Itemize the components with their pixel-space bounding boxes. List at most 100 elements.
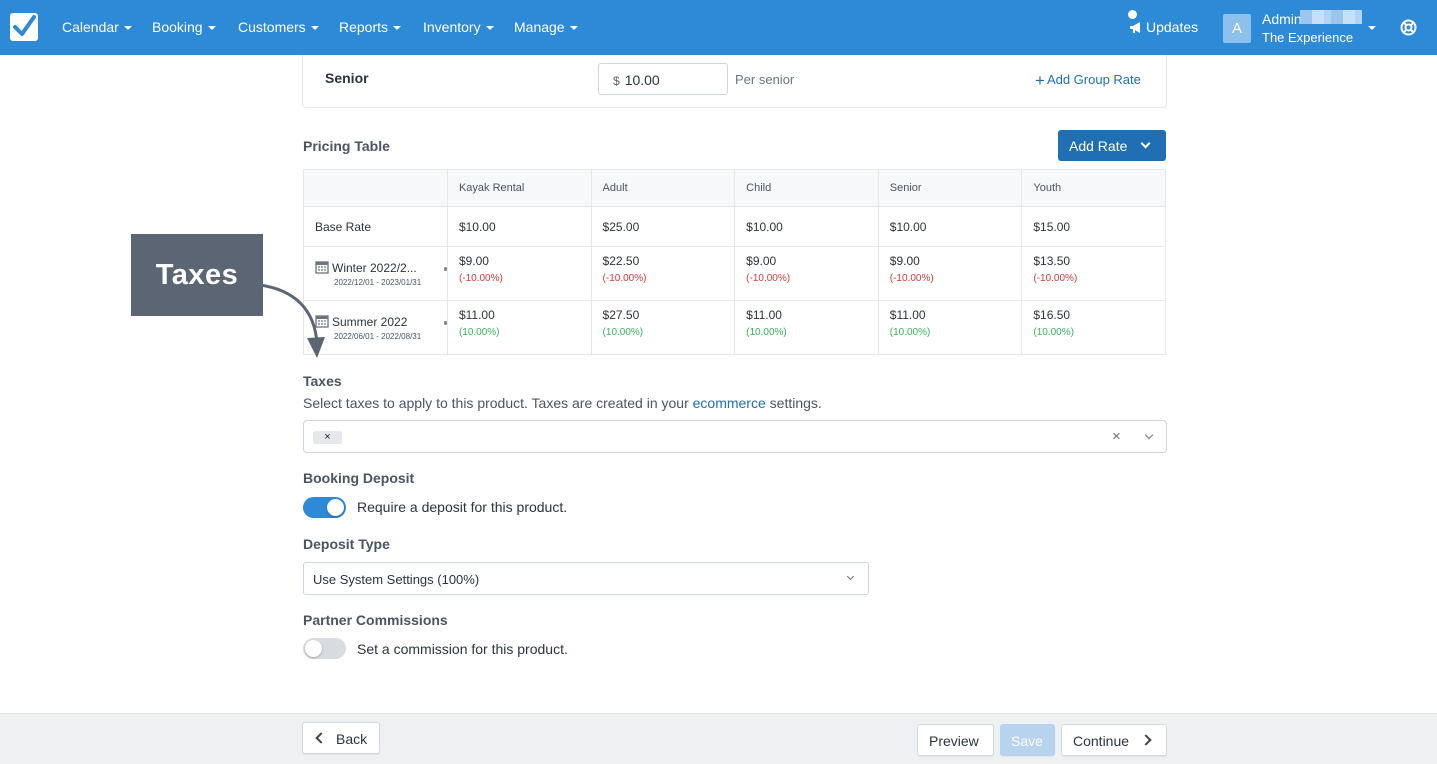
drag-handle-icon[interactable] bbox=[443, 321, 447, 325]
commission-toggle[interactable] bbox=[303, 638, 346, 659]
pricing-table-header: Kayak Rental Adult Child Senior Youth bbox=[303, 169, 1166, 207]
price-cell: $11.00 (10.00%) bbox=[878, 300, 1023, 355]
booking-deposit-title: Booking Deposit bbox=[303, 470, 415, 486]
deposit-type-select[interactable]: Use System Settings (100%) bbox=[303, 562, 869, 595]
footer-bar: Back Preview Save Continue bbox=[0, 713, 1437, 764]
redacted-name bbox=[1300, 10, 1362, 24]
season-cell[interactable]: Summer 2022 2022/06/01 - 2022/08/31 bbox=[303, 300, 448, 355]
add-rate-label: Add Rate bbox=[1069, 138, 1128, 154]
caret-down-icon bbox=[207, 26, 216, 30]
help-lifebuoy-icon[interactable] bbox=[1400, 19, 1417, 41]
caret-down-icon bbox=[310, 26, 319, 30]
price-value: $27.50 bbox=[602, 308, 640, 322]
price-adjustment: (10.00%) bbox=[746, 327, 787, 338]
back-button[interactable]: Back bbox=[302, 722, 380, 754]
per-senior-unit: Per senior bbox=[735, 72, 795, 87]
price-cell: $27.50 (10.00%) bbox=[591, 300, 736, 355]
ecommerce-link[interactable]: ecommerce bbox=[692, 395, 766, 411]
season-cell[interactable]: Winter 2022/2... 2022/12/01 - 2023/01/31 bbox=[303, 246, 448, 301]
toggle-knob bbox=[327, 499, 344, 516]
price-cell: $13.50 (-10.00%) bbox=[1021, 246, 1166, 301]
notification-dot bbox=[1128, 10, 1137, 19]
continue-button[interactable]: Continue bbox=[1061, 724, 1167, 756]
checkmark-icon bbox=[13, 15, 36, 36]
price-value: $22.50 bbox=[602, 254, 640, 268]
clear-icon[interactable]: × bbox=[1112, 428, 1121, 445]
price-adjustment: (-10.00%) bbox=[889, 273, 934, 284]
season-dates: 2022/06/01 - 2022/08/31 bbox=[334, 332, 422, 341]
deposit-type-title: Deposit Type bbox=[303, 536, 390, 552]
season-row-winter[interactable]: Winter 2022/2... 2022/12/01 - 2023/01/31… bbox=[303, 246, 1166, 301]
caret-down-icon bbox=[393, 26, 402, 30]
add-rate-button[interactable]: Add Rate bbox=[1058, 130, 1166, 161]
top-navbar: Calendar Booking Customers Reports Inven… bbox=[0, 0, 1437, 55]
callout-arrow-icon bbox=[259, 283, 325, 358]
admin-organization[interactable]: The Experience bbox=[1262, 30, 1354, 45]
nav-inventory[interactable]: Inventory bbox=[423, 19, 494, 35]
commission-toggle-label: Set a commission for this product. bbox=[357, 641, 568, 657]
avatar[interactable]: A bbox=[1223, 14, 1251, 43]
season-row-summer[interactable]: Summer 2022 2022/06/01 - 2022/08/31 $11.… bbox=[303, 300, 1166, 355]
drag-handle-icon[interactable] bbox=[443, 267, 447, 271]
save-button[interactable]: Save bbox=[1000, 724, 1055, 756]
nav-manage[interactable]: Manage bbox=[514, 19, 578, 35]
chevron-left-icon bbox=[315, 732, 327, 744]
toggle-knob bbox=[305, 640, 322, 657]
preview-button[interactable]: Preview bbox=[917, 724, 994, 756]
price-adjustment: (10.00%) bbox=[602, 327, 644, 338]
nav-label: Reports bbox=[339, 19, 389, 35]
continue-label: Continue bbox=[1073, 733, 1130, 749]
deposit-type-value: Use System Settings (100%) bbox=[313, 572, 480, 587]
taxes-multiselect[interactable]: × × bbox=[303, 420, 1167, 453]
add-group-rate-link[interactable]: + Add Group Rate bbox=[1035, 71, 1141, 91]
updates-button[interactable]: Updates bbox=[1128, 10, 1198, 35]
nav-label: Customers bbox=[238, 19, 306, 35]
chevron-down-icon bbox=[1140, 138, 1151, 149]
calendar-icon bbox=[315, 315, 329, 328]
taxes-title: Taxes bbox=[303, 373, 342, 389]
price-cell: $16.50 (10.00%) bbox=[1021, 300, 1166, 355]
account-caret-icon[interactable] bbox=[1368, 26, 1376, 30]
price-adjustment: (10.00%) bbox=[1033, 327, 1074, 338]
nav-label: Manage bbox=[514, 19, 565, 35]
taxes-callout: Taxes bbox=[131, 234, 263, 316]
price-value: $16.50 bbox=[1033, 308, 1071, 322]
caret-down-icon bbox=[485, 26, 494, 30]
admin-name[interactable]: Admin bbox=[1262, 11, 1302, 27]
price-value: $9.00 bbox=[458, 254, 489, 268]
header-empty bbox=[303, 169, 448, 207]
price-value: $9.00 bbox=[746, 254, 777, 268]
price-adjustment: (10.00%) bbox=[458, 327, 500, 338]
price-adjustment: (-10.00%) bbox=[602, 273, 647, 284]
nav-calendar[interactable]: Calendar bbox=[62, 19, 132, 35]
deposit-toggle-label: Require a deposit for this product. bbox=[357, 499, 568, 515]
price-value: $11.00 bbox=[746, 308, 782, 322]
chevron-down-icon[interactable] bbox=[1144, 430, 1154, 440]
nav-booking[interactable]: Booking bbox=[152, 19, 216, 35]
senior-price-input[interactable]: $10.00 bbox=[598, 63, 728, 95]
nav-customers[interactable]: Customers bbox=[238, 19, 319, 35]
price-cell: $11.00 (10.00%) bbox=[447, 300, 592, 355]
checkfront-logo[interactable] bbox=[10, 13, 38, 41]
nav-reports[interactable]: Reports bbox=[339, 19, 402, 35]
price-value: $11.00 bbox=[889, 308, 926, 322]
price-adjustment: (-10.00%) bbox=[746, 273, 791, 284]
price-cell: $9.00 (-10.00%) bbox=[447, 246, 592, 301]
price-value: $9.00 bbox=[889, 254, 920, 268]
nav-label: Inventory bbox=[423, 19, 481, 35]
add-group-rate-label: Add Group Rate bbox=[1046, 72, 1141, 87]
nav-label: Calendar bbox=[62, 19, 119, 35]
deposit-toggle[interactable] bbox=[303, 497, 346, 518]
taxes-help-text: Select taxes to apply to this product. T… bbox=[303, 395, 822, 411]
price-cell: $9.00 (-10.00%) bbox=[878, 246, 1023, 301]
tax-chip-remove[interactable]: × bbox=[313, 431, 342, 444]
column-header: Senior bbox=[878, 169, 1023, 207]
season-name: Summer 2022 bbox=[332, 315, 408, 329]
price-adjustment: (-10.00%) bbox=[458, 273, 503, 284]
help-text-part: settings. bbox=[765, 395, 822, 411]
column-header: Kayak Rental bbox=[447, 169, 592, 207]
price-adjustment: (10.00%) bbox=[889, 327, 931, 338]
currency-symbol: $ bbox=[613, 74, 620, 88]
season-dates: 2022/12/01 - 2023/01/31 bbox=[334, 278, 422, 287]
chevron-right-icon bbox=[1140, 734, 1152, 746]
